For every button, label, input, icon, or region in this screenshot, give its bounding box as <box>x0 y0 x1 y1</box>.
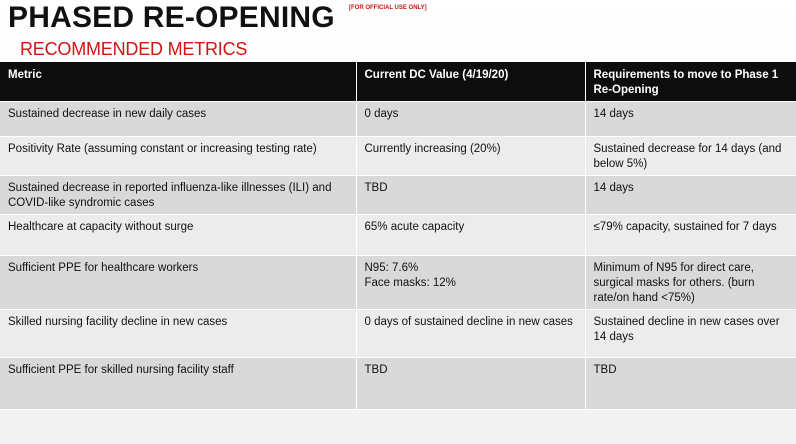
table-row: Sufficient PPE for skilled nursing facil… <box>0 357 796 410</box>
table-row: Healthcare at capacity without surge 65%… <box>0 214 796 256</box>
column-header-current-value: Current DC Value (4/19/20) <box>356 62 586 102</box>
requirement-cell: Sustained decline in new cases over 14 d… <box>585 309 796 358</box>
current-value-line-face-masks: Face masks: 12% <box>364 277 456 289</box>
current-value-cell: 65% acute capacity <box>356 214 586 256</box>
requirement-cell: 14 days <box>585 175 796 215</box>
table-row: Sufficient PPE for healthcare workers N9… <box>0 255 796 310</box>
requirement-cell: ≤79% capacity, sustained for 7 days <box>585 214 796 256</box>
requirement-cell: Minimum of N95 for direct care, surgical… <box>585 255 796 310</box>
current-value-cell: 0 days of sustained decline in new cases <box>356 309 586 358</box>
current-value-cell: Currently increasing (20%) <box>356 136 586 176</box>
metric-cell: Healthcare at capacity without surge <box>0 214 357 256</box>
metrics-table: Metric Current DC Value (4/19/20) Requir… <box>0 62 796 410</box>
column-header-requirements: Requirements to move to Phase 1 Re-Openi… <box>585 62 796 102</box>
column-header-metric: Metric <box>0 62 357 102</box>
current-value-cell: TBD <box>356 175 586 215</box>
table-row: Skilled nursing facility decline in new … <box>0 309 796 358</box>
current-value-line-n95: N95: 7.6% <box>364 262 419 274</box>
metric-cell: Skilled nursing facility decline in new … <box>0 309 357 358</box>
requirement-cell: Sustained decrease for 14 days (and belo… <box>585 136 796 176</box>
classification-label: [FOR OFFICIAL USE ONLY] <box>349 5 427 11</box>
metric-cell: Positivity Rate (assuming constant or in… <box>0 136 357 176</box>
current-value-cell: 0 days <box>356 101 586 137</box>
table-row: Sustained decrease in new daily cases 0 … <box>0 101 796 137</box>
current-value-cell: TBD <box>356 357 586 410</box>
metric-cell: Sustained decrease in reported influenza… <box>0 175 357 215</box>
metric-cell: Sustained decrease in new daily cases <box>0 101 357 137</box>
page-subtitle: RECOMMENDED METRICS <box>20 39 248 59</box>
table-row: Positivity Rate (assuming constant or in… <box>0 136 796 176</box>
page-title: PHASED RE-OPENING <box>8 1 335 34</box>
requirement-cell: TBD <box>585 357 796 410</box>
metric-cell: Sufficient PPE for healthcare workers <box>0 255 357 310</box>
table-header-row: Metric Current DC Value (4/19/20) Requir… <box>0 62 796 102</box>
current-value-cell: N95: 7.6% Face masks: 12% <box>356 255 586 310</box>
requirement-cell: 14 days <box>585 101 796 137</box>
metric-cell: Sufficient PPE for skilled nursing facil… <box>0 357 357 410</box>
table-row: Sustained decrease in reported influenza… <box>0 175 796 215</box>
